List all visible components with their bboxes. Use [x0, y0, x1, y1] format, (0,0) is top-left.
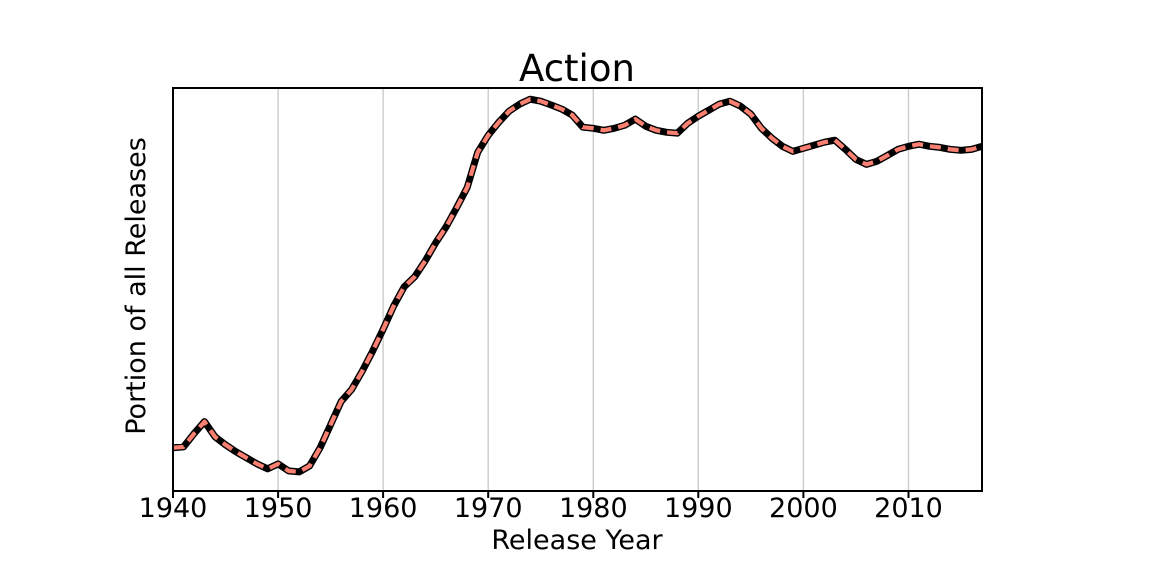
x-tick-label: 1970 [454, 493, 523, 524]
x-axis-tick-labels: 1940 1950 1960 1970 1980 1990 2000 2010 [139, 493, 943, 524]
x-tick-label: 1940 [139, 493, 208, 524]
x-tick-label: 1990 [664, 493, 733, 524]
plot-border [172, 87, 983, 492]
x-axis-label: Release Year [491, 525, 663, 556]
line-series [172, 95, 983, 476]
x-tick-label: 1950 [244, 493, 313, 524]
x-tick-label: 2000 [769, 493, 838, 524]
line-salmon-dashed [172, 97, 983, 474]
x-tick-label: 2010 [874, 493, 943, 524]
x-tick-label: 1960 [349, 493, 418, 524]
gridlines [277, 88, 910, 491]
line-black-edge [172, 95, 983, 476]
x-tick-label: 1980 [559, 493, 628, 524]
y-axis-label: Portion of all Releases [121, 137, 152, 435]
chart-title: Action [519, 47, 635, 90]
x-axis-ticks [172, 491, 910, 498]
